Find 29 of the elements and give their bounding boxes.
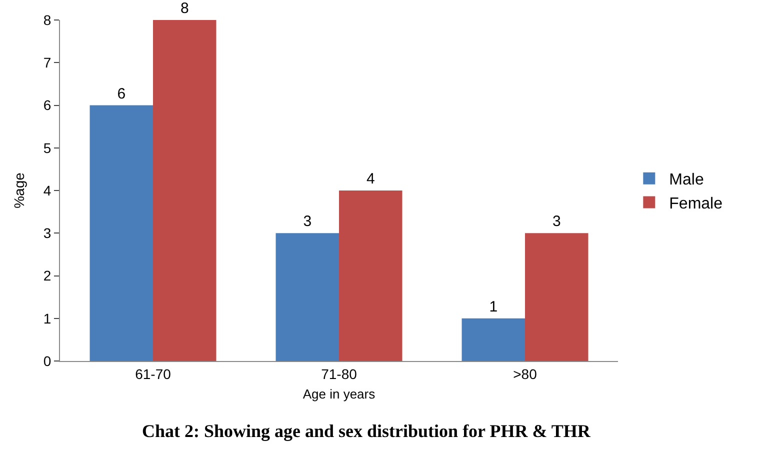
y-axis-title: %age xyxy=(11,172,28,208)
y-tick-label: 0 xyxy=(43,352,52,369)
y-tick-label: 1 xyxy=(43,310,52,326)
bar xyxy=(153,20,216,361)
y-tick-label: 6 xyxy=(43,97,52,114)
y-tick-label: 7 xyxy=(43,54,52,71)
x-tick-label: >80 xyxy=(513,366,538,382)
bar xyxy=(339,190,402,361)
bar xyxy=(525,233,588,361)
bar xyxy=(462,318,525,361)
y-tick-label: 5 xyxy=(43,140,52,156)
legend-label: Male xyxy=(669,172,704,189)
data-label: 6 xyxy=(117,85,126,102)
data-label: 3 xyxy=(303,213,312,230)
bar xyxy=(276,233,339,361)
x-axis-title: Age in years xyxy=(302,386,376,402)
data-label: 1 xyxy=(489,298,498,316)
y-tick-label: 8 xyxy=(43,12,52,28)
data-label: 4 xyxy=(366,170,375,188)
y-tick-label: 4 xyxy=(43,182,52,198)
text: Chat 2: Showing age and sex distribution for PHR & THR xyxy=(142,421,592,441)
data-label: 8 xyxy=(180,0,189,17)
legend-label: Female xyxy=(669,195,723,212)
data-label: 3 xyxy=(552,213,561,230)
y-tick-label: 3 xyxy=(43,225,52,242)
x-tick-label: 61-70 xyxy=(135,366,172,382)
y-tick-label: 2 xyxy=(43,268,52,284)
x-tick-label: 71-80 xyxy=(321,366,358,382)
bar xyxy=(90,105,153,361)
